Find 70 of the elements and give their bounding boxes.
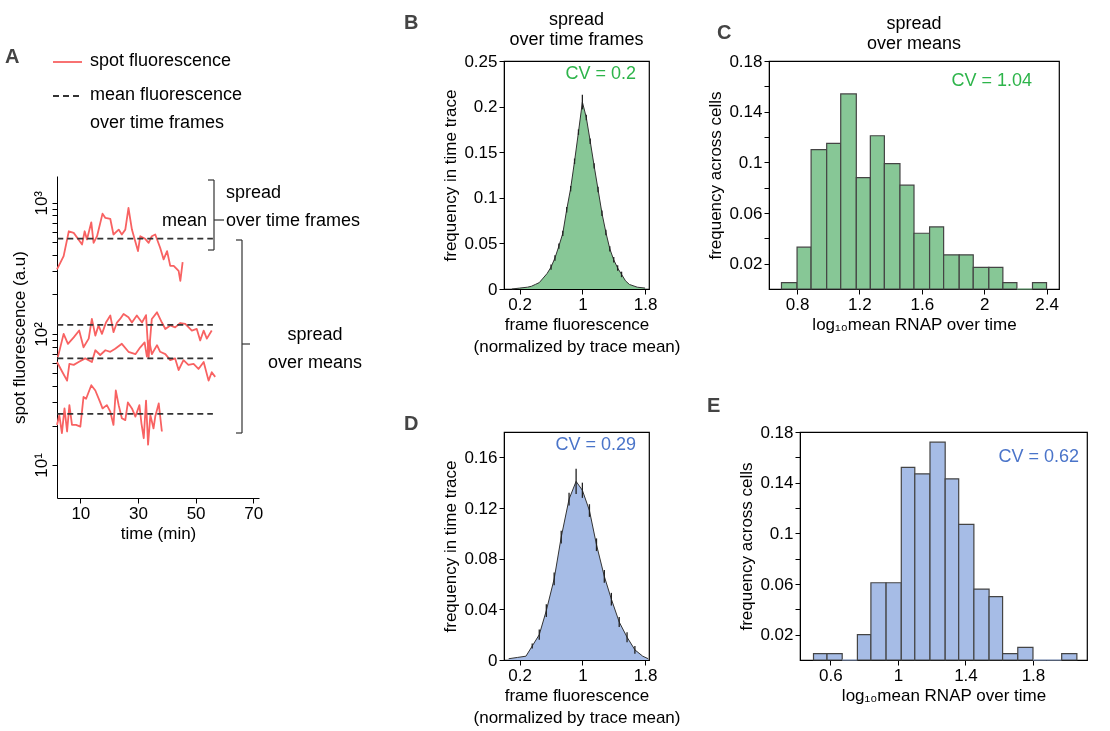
legend-label: spot fluorescence [90,50,232,70]
y-tick-label: 10³ [31,190,51,216]
x-axis-title: frame fluorescence (normalized by trace mean) [473,685,681,727]
annotation: CV = 0.29 [555,434,636,454]
y-tick-label: 10¹ [31,452,51,478]
y-axis-title: frequency in time trace [441,460,461,633]
legend-label: mean fluorescence over time frames [90,84,243,132]
x-tick-label: 1 [578,665,588,685]
x-tick-label: 1 [893,665,904,685]
text: B [404,11,419,33]
y-axis-title: frequency across cells [737,462,757,631]
x-tick-label: 1.4 [954,665,978,685]
line-series [56,384,163,446]
y-tick-label: 0.12 [464,498,498,518]
x-axis-title: frame fluorescence (normalized by trace mean) [473,314,681,356]
x-tick-label: 0.2 [508,294,532,314]
y-tick-label: 0.1 [473,188,498,208]
x-tick-label: 50 [186,503,206,523]
x-tick-label: 1.6 [910,294,935,314]
x-tick-label: 1.2 [848,294,872,314]
x-tick-label: 10 [71,503,91,523]
x-axis-title: log₁₀mean RNAP over time [812,314,1017,334]
text: C [717,21,732,43]
chart-title: spread over time frames [509,9,644,49]
y-axis-title: frequency across cells [706,91,726,260]
y-tick-label: 0.1 [738,152,763,172]
y-tick-label: 0.06 [760,574,794,594]
x-tick-label: 2.4 [1035,294,1059,314]
annotation: CV = 0.62 [998,446,1079,466]
x-tick-label: 0.8 [785,294,810,314]
y-tick-label: 0.02 [729,254,763,274]
annotation: spread over time frames [226,182,361,230]
y-tick-label: 0.05 [464,233,498,253]
y-tick-label: 0.16 [464,447,498,467]
y-tick-label: 0.1 [769,523,794,543]
x-tick-label: 30 [129,503,148,523]
annotation: mean [161,210,207,230]
text: D [404,412,419,434]
x-tick-label: 0.2 [508,665,532,685]
annotation: CV = 1.04 [951,70,1032,90]
y-tick-label: 0.04 [464,599,498,619]
x-tick-label: 1.8 [1021,665,1046,685]
text: A [5,45,20,67]
annotation: CV = 0.2 [565,63,636,83]
y-tick-label: 0.18 [729,51,763,71]
y-tick-label: 0.18 [760,422,794,442]
chart-title: spread over means [866,13,962,53]
y-axis-title: frequency in time trace [441,89,461,262]
x-tick-label: 1.8 [633,665,658,685]
y-tick-label: 0.02 [760,625,794,645]
x-tick-label: 0.6 [819,665,843,685]
text: E [707,394,721,416]
y-tick-label: 0.08 [464,549,498,569]
x-tick-label: 2 [979,294,990,314]
x-tick-label: 1 [578,294,588,314]
y-tick-label: 0.06 [729,203,763,223]
x-tick-label: 70 [244,503,264,523]
text: spread over means [267,324,363,372]
y-tick-label: 0.14 [729,102,763,122]
x-axis-title: log₁₀mean RNAP over time [841,685,1047,705]
y-tick-label: 0.15 [464,142,498,162]
y-tick-label: 0.2 [473,97,498,117]
y-tick-label: 0 [488,650,498,670]
x-axis-title: time (min) [120,523,197,543]
y-tick-label: 0.14 [760,473,794,493]
y-tick-label: 0 [488,279,498,299]
y-axis-title: spot fluorescence (a.u) [9,251,29,424]
y-tick-label: 0.25 [464,51,498,71]
x-tick-label: 1.8 [633,294,658,314]
y-tick-label: 10² [31,321,51,347]
